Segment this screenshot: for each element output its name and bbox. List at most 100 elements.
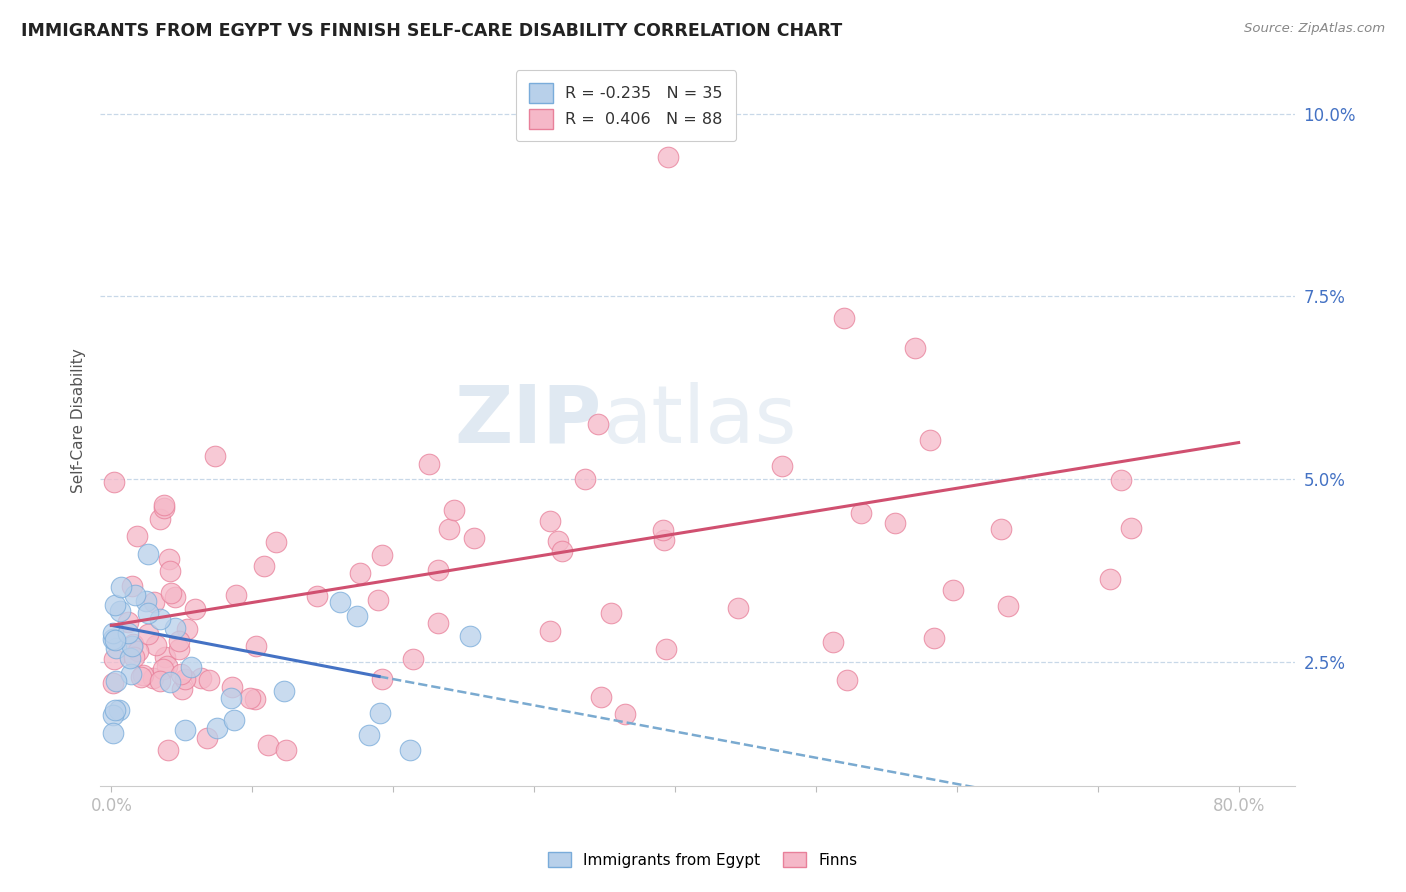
Point	[538, 514, 561, 528]
Point	[167, 642, 190, 657]
Point	[884, 516, 907, 531]
Point	[152, 662, 174, 676]
Point	[108, 604, 131, 618]
Point	[110, 580, 132, 594]
Point	[586, 417, 609, 432]
Point	[221, 691, 243, 706]
Legend: Immigrants from Egypt, Finns: Immigrants from Egypt, Finns	[541, 844, 865, 875]
Point	[121, 579, 143, 593]
Point	[346, 609, 368, 624]
Point	[160, 586, 183, 600]
Point	[547, 534, 569, 549]
Point	[153, 650, 176, 665]
Point	[426, 563, 449, 577]
Point	[104, 599, 127, 613]
Point	[101, 708, 124, 723]
Point	[402, 651, 425, 665]
Point	[153, 500, 176, 515]
Point	[426, 615, 449, 630]
Point	[127, 528, 149, 542]
Point	[652, 533, 675, 547]
Point	[418, 457, 440, 471]
Point	[305, 590, 328, 604]
Point	[990, 522, 1012, 536]
Point	[190, 671, 212, 685]
Point	[266, 535, 288, 549]
Point	[399, 742, 422, 756]
Point	[152, 499, 174, 513]
Point	[149, 612, 172, 626]
Point	[1121, 521, 1143, 535]
Point	[156, 742, 179, 756]
Point	[439, 522, 461, 536]
Point	[257, 738, 280, 752]
Point	[599, 606, 621, 620]
Point	[225, 588, 247, 602]
Text: atlas: atlas	[602, 382, 796, 459]
Point	[180, 659, 202, 673]
Point	[835, 673, 858, 687]
Point	[832, 311, 855, 326]
Point	[149, 512, 172, 526]
Point	[173, 672, 195, 686]
Point	[652, 523, 675, 537]
Point	[1109, 473, 1132, 487]
Point	[117, 626, 139, 640]
Point	[357, 728, 380, 742]
Point	[329, 595, 352, 609]
Point	[120, 667, 142, 681]
Point	[173, 723, 195, 737]
Point	[589, 690, 612, 704]
Point	[103, 475, 125, 489]
Point	[538, 624, 561, 639]
Point	[163, 590, 186, 604]
Point	[169, 634, 191, 648]
Point	[104, 641, 127, 656]
Point	[136, 627, 159, 641]
Point	[132, 668, 155, 682]
Point	[149, 673, 172, 688]
Point	[142, 671, 165, 685]
Point	[253, 559, 276, 574]
Point	[195, 731, 218, 745]
Point	[184, 602, 207, 616]
Point	[245, 639, 267, 653]
Point	[157, 551, 180, 566]
Legend: R = -0.235   N = 35, R =  0.406   N = 88: R = -0.235 N = 35, R = 0.406 N = 88	[516, 70, 735, 141]
Point	[920, 433, 942, 447]
Point	[104, 703, 127, 717]
Point	[849, 506, 872, 520]
Point	[367, 592, 389, 607]
Point	[117, 615, 139, 629]
Point	[922, 632, 945, 646]
Point	[443, 503, 465, 517]
Point	[122, 649, 145, 664]
Point	[108, 703, 131, 717]
Point	[349, 566, 371, 581]
Point	[654, 642, 676, 657]
Point	[165, 621, 187, 635]
Point	[103, 651, 125, 665]
Point	[207, 721, 229, 735]
Point	[221, 680, 243, 694]
Point	[657, 151, 679, 165]
Point	[136, 547, 159, 561]
Point	[176, 623, 198, 637]
Point	[613, 706, 636, 721]
Point	[239, 690, 262, 705]
Point	[122, 637, 145, 651]
Point	[243, 691, 266, 706]
Point	[997, 599, 1019, 613]
Point	[124, 588, 146, 602]
Point	[101, 626, 124, 640]
Point	[371, 672, 394, 686]
Point	[129, 670, 152, 684]
Point	[101, 676, 124, 690]
Point	[103, 632, 125, 647]
Point	[142, 595, 165, 609]
Point	[104, 674, 127, 689]
Point	[121, 639, 143, 653]
Point	[574, 472, 596, 486]
Point	[1099, 572, 1122, 586]
Point	[145, 638, 167, 652]
